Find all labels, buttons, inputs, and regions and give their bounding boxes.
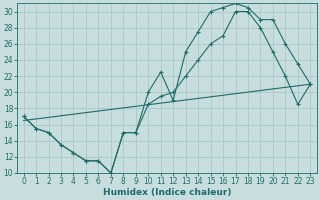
X-axis label: Humidex (Indice chaleur): Humidex (Indice chaleur)	[103, 188, 231, 197]
